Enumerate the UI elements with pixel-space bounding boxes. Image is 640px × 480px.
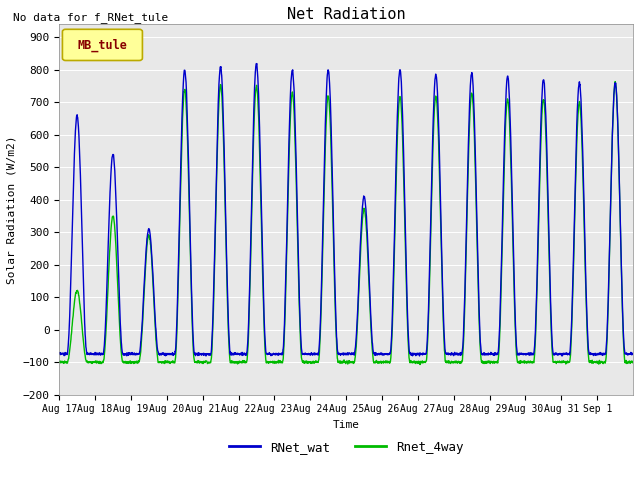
- Y-axis label: Solar Radiation (W/m2): Solar Radiation (W/m2): [7, 135, 17, 284]
- Text: No data for f_RNet_tule: No data for f_RNet_tule: [13, 12, 168, 23]
- Rnet_4way: [629, 359, 637, 364]
- RNet_wat: [252, 60, 260, 66]
- Rnet_4way: [416, 361, 424, 367]
- Rnet_4way: [56, 359, 63, 365]
- Rnet_4way: [113, 256, 120, 262]
- Rnet_4way: [621, 359, 629, 364]
- RNet_wat: [56, 350, 63, 356]
- RNet_wat: [519, 351, 527, 357]
- Rnet_4way: [552, 359, 559, 364]
- RNet_wat: [381, 351, 388, 357]
- Rnet_4way: [237, 359, 244, 365]
- Rnet_4way: [519, 359, 527, 365]
- Line: RNet_wat: RNet_wat: [60, 63, 633, 356]
- Rnet_4way: [611, 79, 619, 84]
- X-axis label: Time: Time: [333, 420, 360, 430]
- RNet_wat: [629, 351, 637, 357]
- Text: MB_tule: MB_tule: [77, 38, 127, 51]
- RNet_wat: [621, 351, 629, 357]
- Legend: RNet_wat, Rnet_4way: RNet_wat, Rnet_4way: [223, 436, 468, 459]
- RNet_wat: [558, 353, 566, 359]
- RNet_wat: [237, 350, 244, 356]
- Title: Net Radiation: Net Radiation: [287, 7, 406, 22]
- Line: Rnet_4way: Rnet_4way: [60, 82, 633, 364]
- RNet_wat: [113, 210, 120, 216]
- RNet_wat: [552, 350, 559, 356]
- Rnet_4way: [381, 360, 388, 365]
